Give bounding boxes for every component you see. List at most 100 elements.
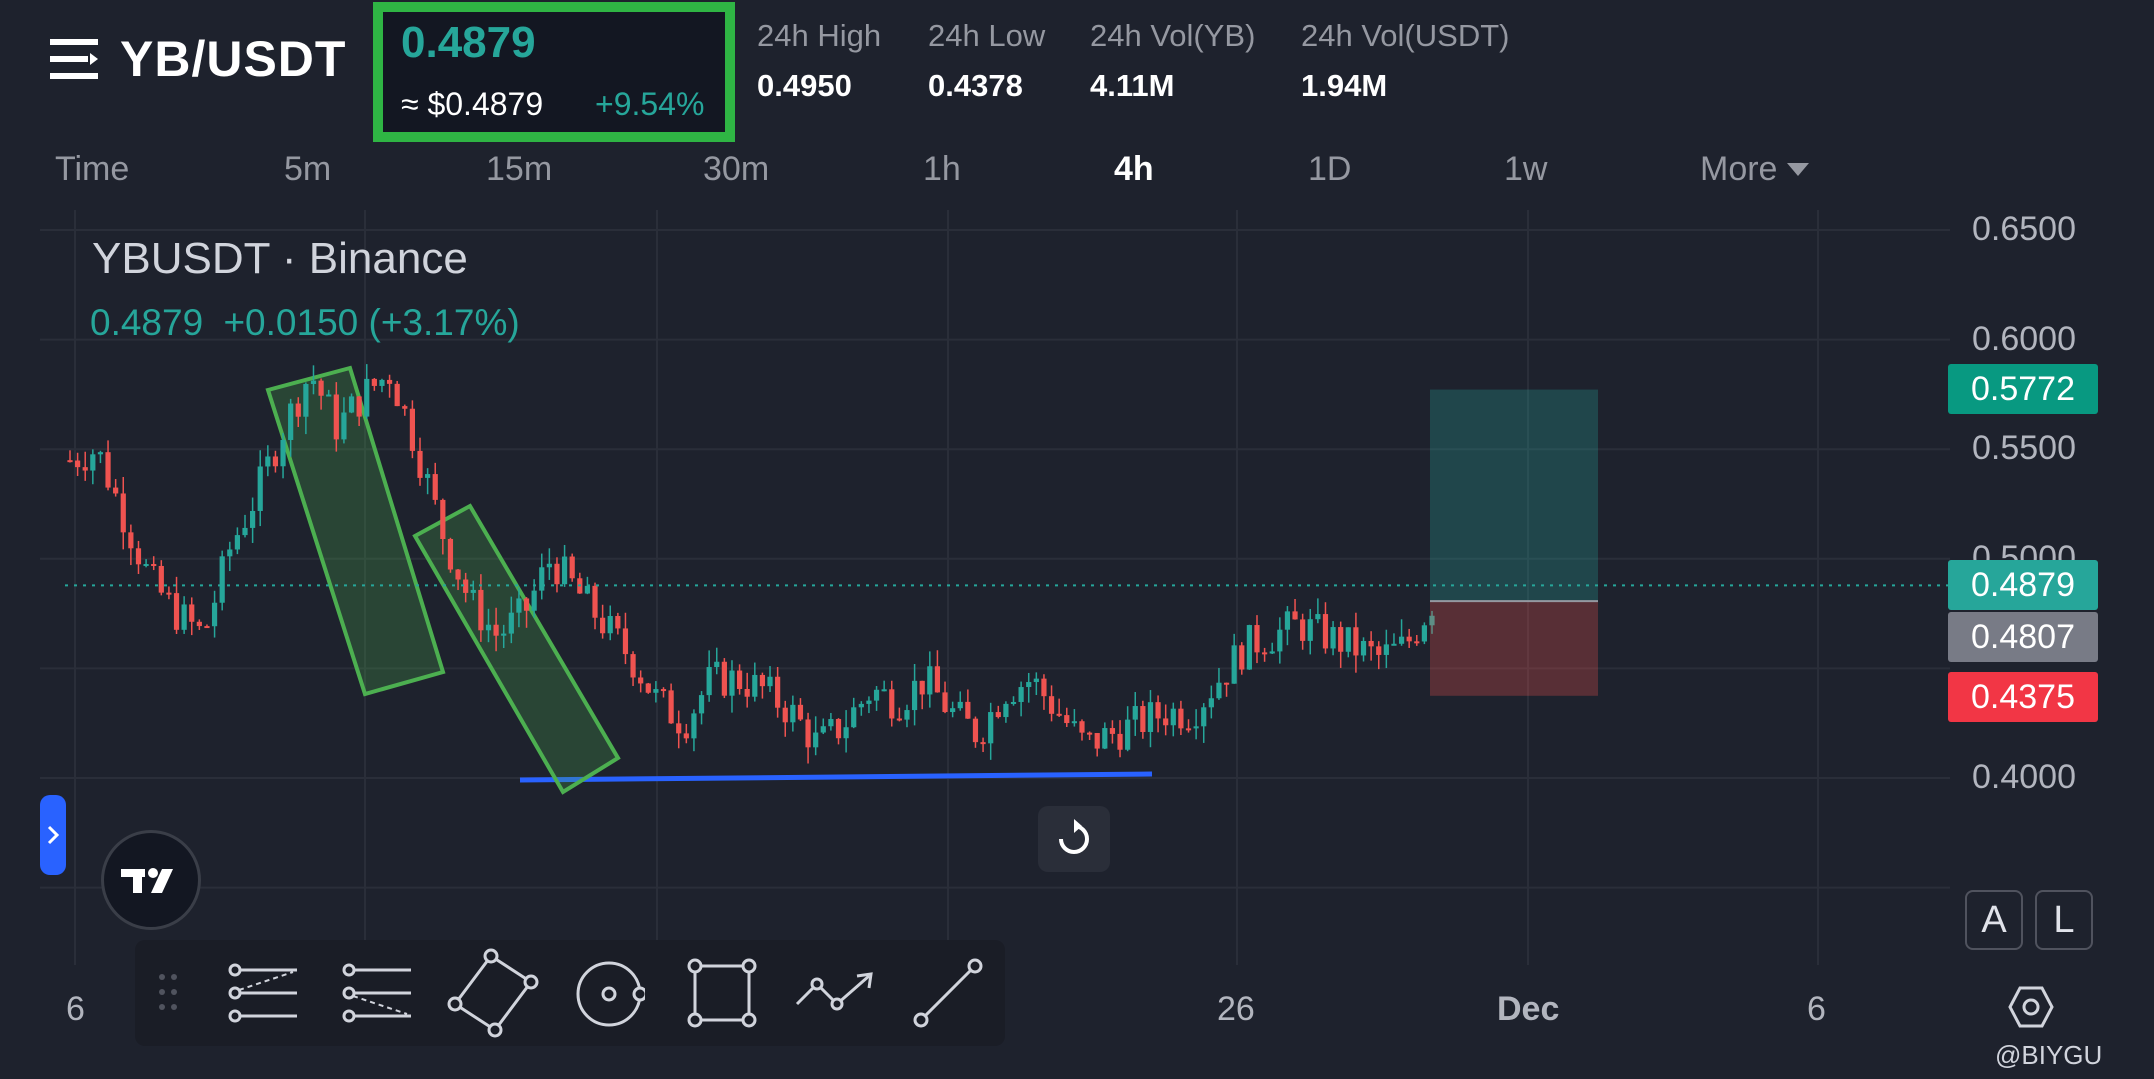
candle-body bbox=[219, 556, 225, 603]
tradingview-logo[interactable] bbox=[101, 830, 201, 930]
candle-body bbox=[1208, 698, 1214, 708]
tab-more[interactable]: More bbox=[1700, 150, 1810, 189]
candle-body bbox=[523, 598, 530, 611]
price-chart[interactable] bbox=[0, 205, 2154, 975]
candle-body bbox=[851, 707, 857, 728]
candle-body bbox=[942, 692, 948, 713]
tab-5m[interactable]: 5m bbox=[284, 150, 332, 188]
path-tool-icon[interactable] bbox=[793, 968, 877, 1018]
candle-body bbox=[561, 556, 568, 585]
tab-4h[interactable]: 4h bbox=[1114, 150, 1154, 188]
candle-body bbox=[1368, 640, 1374, 647]
candle-body bbox=[896, 718, 902, 721]
candle-body bbox=[1147, 702, 1154, 733]
candle-body bbox=[493, 624, 499, 636]
candle-body bbox=[729, 670, 735, 696]
candle-body bbox=[1239, 645, 1245, 670]
parallel-channel-icon[interactable] bbox=[227, 962, 301, 1024]
candle-body bbox=[835, 719, 842, 739]
time-tick: 6 bbox=[66, 990, 85, 1028]
candle-body bbox=[531, 590, 537, 611]
stat-label: 24h Vol(USDT) bbox=[1301, 18, 1510, 53]
candle-body bbox=[988, 712, 994, 744]
fib-retracement-icon[interactable] bbox=[341, 962, 415, 1024]
candle-body bbox=[1064, 715, 1070, 724]
candle-body bbox=[1185, 728, 1192, 731]
candle-body bbox=[166, 592, 172, 595]
candle-body bbox=[447, 538, 454, 570]
candle-body bbox=[394, 383, 400, 407]
candle-body bbox=[1360, 640, 1367, 656]
time-tick: 6 bbox=[1807, 990, 1826, 1028]
candle-body bbox=[782, 707, 788, 723]
menu-icon[interactable] bbox=[50, 37, 98, 81]
tab-15m[interactable]: 15m bbox=[486, 150, 553, 188]
candle-body bbox=[151, 564, 157, 567]
trend-line-icon[interactable] bbox=[911, 956, 985, 1030]
candle-body bbox=[1033, 678, 1039, 683]
candle-body bbox=[402, 406, 408, 409]
tab-30m[interactable]: 30m bbox=[703, 150, 770, 188]
candle-body bbox=[1216, 682, 1222, 699]
candle-body bbox=[1163, 718, 1169, 726]
candle-body bbox=[326, 394, 332, 397]
position-overlay bbox=[65, 389, 1948, 696]
candle-body bbox=[470, 589, 476, 593]
candle-body bbox=[1421, 625, 1427, 642]
candle-body bbox=[242, 527, 248, 536]
candle-body bbox=[698, 695, 705, 714]
candle-body bbox=[204, 626, 210, 629]
candle-body bbox=[858, 703, 864, 708]
candle-body bbox=[158, 565, 164, 593]
candle-body bbox=[1246, 625, 1252, 670]
candle-body bbox=[333, 394, 339, 440]
tab-more-label: More bbox=[1700, 150, 1778, 188]
candle-body bbox=[1048, 696, 1055, 714]
candle-body bbox=[113, 487, 119, 494]
support-line bbox=[519, 771, 1153, 783]
rectangle-tool-icon[interactable] bbox=[687, 958, 757, 1028]
watermark: @BIYGU bbox=[1995, 1040, 2103, 1070]
stat-value: 4.11M bbox=[1090, 68, 1175, 103]
pair-header[interactable]: YB/USDT bbox=[50, 28, 346, 90]
candle-body bbox=[67, 460, 73, 463]
log-scale-button[interactable]: L bbox=[2035, 890, 2093, 950]
drag-handle-icon[interactable] bbox=[157, 972, 179, 1012]
change-percent: +9.54% bbox=[595, 86, 705, 122]
stat-value: 0.4378 bbox=[928, 68, 1023, 103]
tab-1d[interactable]: 1D bbox=[1308, 150, 1352, 188]
tab-1h[interactable]: 1h bbox=[923, 150, 961, 188]
entry-price-tag: 0.4807 bbox=[1948, 612, 2098, 662]
candle-body bbox=[1300, 619, 1306, 641]
candle-body bbox=[310, 380, 317, 384]
circle-tool-icon[interactable] bbox=[573, 958, 645, 1030]
candle-body bbox=[1140, 706, 1146, 733]
tab-1w[interactable]: 1w bbox=[1504, 150, 1548, 188]
candle-body bbox=[1353, 627, 1359, 656]
candle-body bbox=[539, 567, 545, 591]
tab-time[interactable]: Time bbox=[55, 150, 130, 188]
candle-body bbox=[455, 569, 461, 580]
price-tick: 0.5500 bbox=[1972, 429, 2076, 467]
candle-body bbox=[371, 378, 377, 386]
candle-body bbox=[1026, 682, 1032, 688]
reset-chart-button[interactable] bbox=[1038, 806, 1110, 872]
stop-price-tag: 0.4375 bbox=[1948, 672, 2098, 722]
settings-icon[interactable] bbox=[2008, 984, 2054, 1030]
candle-body bbox=[265, 456, 271, 467]
candle-body bbox=[356, 396, 362, 417]
candle-body bbox=[980, 742, 986, 745]
auto-scale-button[interactable]: A bbox=[1965, 890, 2023, 950]
approx-usd-price: ≈ $0.4879 bbox=[401, 86, 544, 122]
candle-body bbox=[227, 549, 233, 557]
candle-body bbox=[881, 689, 887, 692]
candle-body bbox=[1429, 615, 1435, 626]
rotated-rectangle-icon[interactable] bbox=[447, 948, 539, 1038]
candle-body bbox=[1071, 721, 1077, 724]
candle-body bbox=[1117, 733, 1123, 750]
candle-body bbox=[1010, 701, 1017, 704]
candle-body bbox=[1262, 652, 1268, 655]
stat-label: 24h High bbox=[757, 18, 882, 53]
side-panel-handle[interactable] bbox=[40, 795, 66, 875]
candle-body bbox=[972, 718, 979, 743]
